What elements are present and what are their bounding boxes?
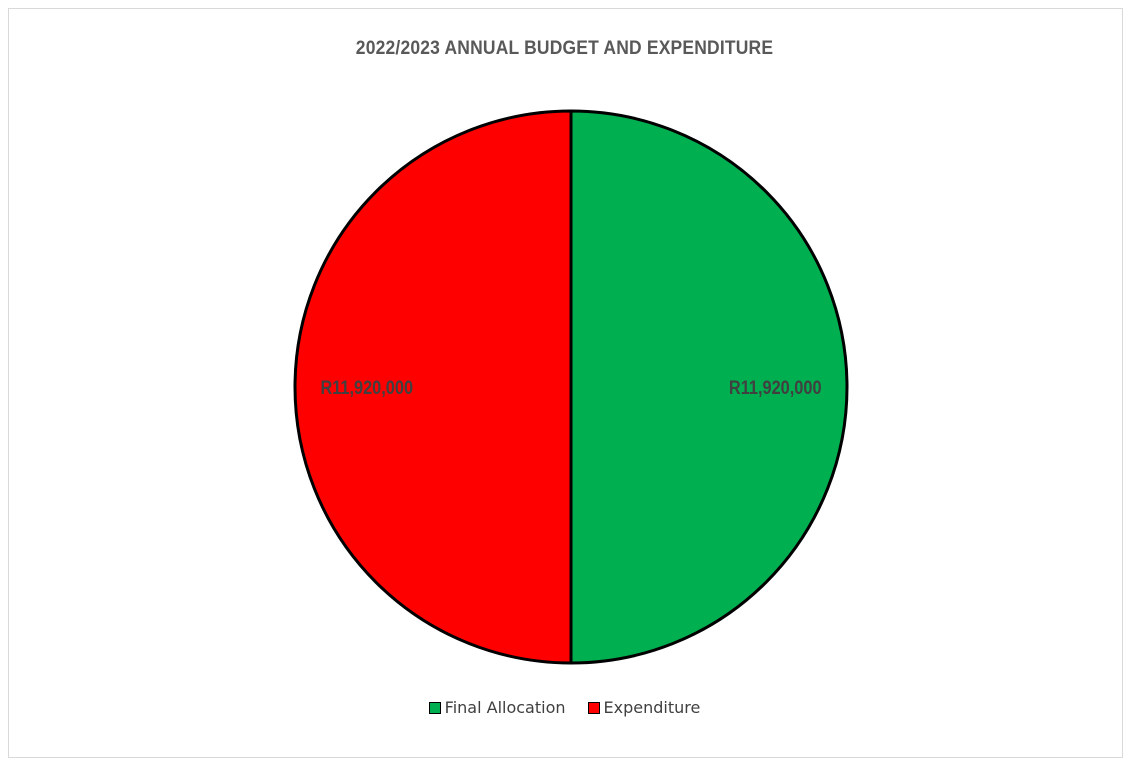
- legend-label-final-allocation: Final Allocation: [444, 698, 566, 717]
- legend-swatch-final-allocation: [428, 701, 441, 714]
- pie-slice-final-allocation: [569, 109, 849, 665]
- legend-item-final-allocation: Final Allocation: [428, 698, 566, 717]
- legend-item-expenditure: Expenditure: [587, 698, 701, 717]
- chart-legend: Final Allocation Expenditure: [0, 698, 1129, 717]
- data-label-expenditure: R11,920,000: [320, 377, 413, 398]
- data-label-final-allocation: R11,920,000: [729, 377, 822, 398]
- chart-title: 2022/2023 ANNUAL BUDGET AND EXPENDITURE: [355, 38, 774, 59]
- legend-swatch-expenditure: [587, 701, 600, 714]
- pie-slice-expenditure: [293, 109, 573, 665]
- legend-label-expenditure: Expenditure: [603, 698, 701, 717]
